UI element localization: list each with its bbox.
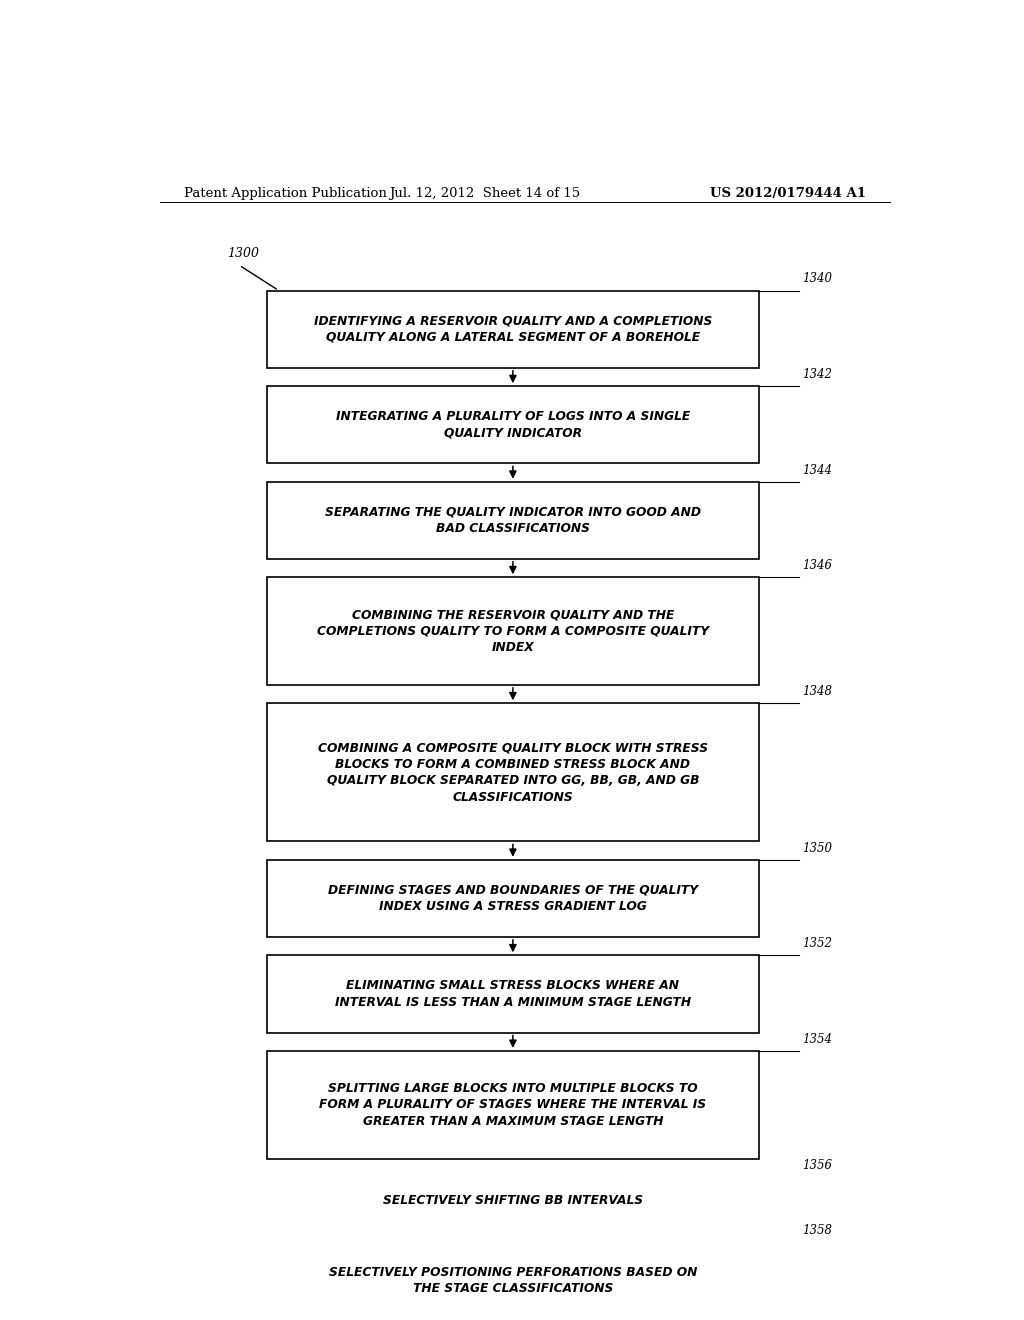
Bar [267, 704, 759, 841]
Text: 1346: 1346 [803, 560, 833, 572]
Text: IDENTIFYING A RESERVOIR QUALITY AND A COMPLETIONS
QUALITY ALONG A LATERAL SEGMEN: IDENTIFYING A RESERVOIR QUALITY AND A CO… [313, 314, 712, 345]
Bar [267, 290, 759, 368]
Text: 1352: 1352 [803, 937, 833, 950]
Bar [267, 1051, 759, 1159]
Text: 1344: 1344 [803, 463, 833, 477]
Bar [267, 482, 759, 558]
Text: US 2012/0179444 A1: US 2012/0179444 A1 [710, 187, 866, 201]
Text: COMBINING THE RESERVOIR QUALITY AND THE
COMPLETIONS QUALITY TO FORM A COMPOSITE : COMBINING THE RESERVOIR QUALITY AND THE … [316, 609, 709, 653]
Bar [267, 577, 759, 685]
Text: 1350: 1350 [803, 842, 833, 854]
Bar [267, 956, 759, 1032]
Text: SELECTIVELY POSITIONING PERFORATIONS BASED ON
THE STAGE CLASSIFICATIONS: SELECTIVELY POSITIONING PERFORATIONS BAS… [329, 1266, 697, 1295]
Text: COMBINING A COMPOSITE QUALITY BLOCK WITH STRESS
BLOCKS TO FORM A COMBINED STRESS: COMBINING A COMPOSITE QUALITY BLOCK WITH… [317, 741, 708, 804]
Text: 1342: 1342 [803, 368, 833, 381]
Text: 1348: 1348 [803, 685, 833, 698]
Text: 1354: 1354 [803, 1032, 833, 1045]
Text: 1356: 1356 [803, 1159, 833, 1172]
Text: 1340: 1340 [803, 272, 833, 285]
Text: ELIMINATING SMALL STRESS BLOCKS WHERE AN
INTERVAL IS LESS THAN A MINIMUM STAGE L: ELIMINATING SMALL STRESS BLOCKS WHERE AN… [335, 979, 691, 1008]
Text: SELECTIVELY SHIFTING BB INTERVALS: SELECTIVELY SHIFTING BB INTERVALS [383, 1193, 643, 1206]
Text: SPLITTING LARGE BLOCKS INTO MULTIPLE BLOCKS TO
FORM A PLURALITY OF STAGES WHERE : SPLITTING LARGE BLOCKS INTO MULTIPLE BLO… [319, 1081, 707, 1127]
Bar [267, 1177, 759, 1224]
Text: Patent Application Publication: Patent Application Publication [183, 187, 386, 201]
Text: SEPARATING THE QUALITY INDICATOR INTO GOOD AND
BAD CLASSIFICATIONS: SEPARATING THE QUALITY INDICATOR INTO GO… [325, 506, 700, 535]
Text: 1300: 1300 [227, 247, 259, 260]
Text: DEFINING STAGES AND BOUNDARIES OF THE QUALITY
INDEX USING A STRESS GRADIENT LOG: DEFINING STAGES AND BOUNDARIES OF THE QU… [328, 883, 698, 913]
Text: 1358: 1358 [803, 1224, 833, 1237]
Text: Jul. 12, 2012  Sheet 14 of 15: Jul. 12, 2012 Sheet 14 of 15 [389, 187, 581, 201]
Bar [267, 385, 759, 463]
Bar [267, 1242, 759, 1319]
Text: INTEGRATING A PLURALITY OF LOGS INTO A SINGLE
QUALITY INDICATOR: INTEGRATING A PLURALITY OF LOGS INTO A S… [336, 411, 690, 440]
Bar [267, 859, 759, 937]
